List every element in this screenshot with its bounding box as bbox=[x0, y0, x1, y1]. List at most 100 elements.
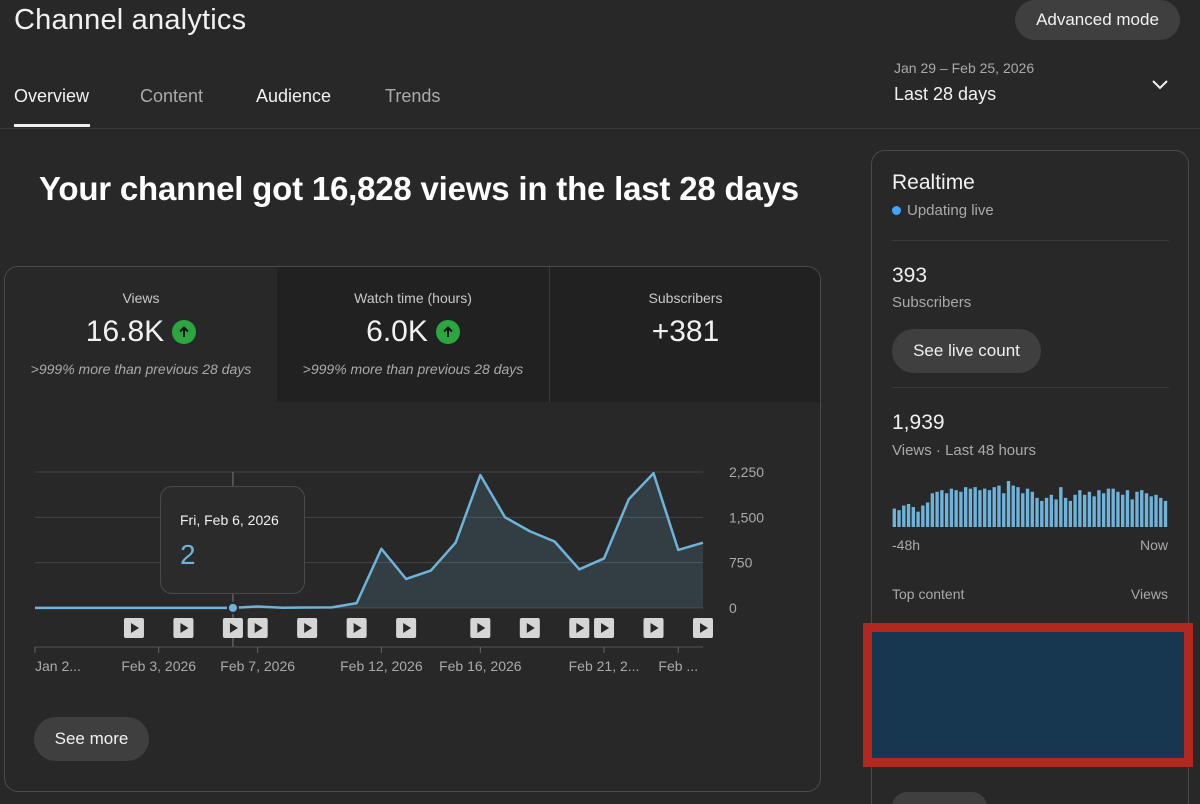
metric-views[interactable]: Views 16.8K >999% more than previous 28 … bbox=[5, 267, 277, 402]
realtime-bar bbox=[963, 487, 968, 527]
realtime-bar bbox=[1092, 496, 1096, 527]
realtime-bar bbox=[1116, 491, 1120, 527]
x-tick-label: Feb 12, 2026 bbox=[340, 658, 423, 674]
realtime-bar bbox=[916, 511, 920, 527]
y-tick-label: 750 bbox=[729, 555, 753, 571]
date-range-label: Last 28 days bbox=[894, 84, 997, 104]
video-marker-icon[interactable] bbox=[519, 618, 540, 638]
y-tick-label: 1,500 bbox=[729, 509, 764, 525]
realtime-bar bbox=[1063, 497, 1068, 527]
metric-comparison: >999% more than previous 28 days bbox=[302, 361, 524, 377]
metric-value-wrap: 16.8K bbox=[5, 315, 277, 349]
metric-value-wrap: +381 bbox=[550, 315, 820, 349]
x-tick-label: Feb ... bbox=[658, 658, 698, 674]
tab-content[interactable]: Content bbox=[140, 86, 204, 106]
realtime-bar bbox=[935, 491, 939, 527]
metric-value: 6.0K bbox=[366, 315, 428, 348]
advanced-mode-button[interactable]: Advanced mode bbox=[1015, 0, 1180, 40]
metric-label: Subscribers bbox=[648, 290, 723, 306]
realtime-bar bbox=[978, 490, 982, 527]
metric-subscribers[interactable]: Subscribers +381 bbox=[549, 267, 820, 402]
top-content-label: Top content bbox=[892, 586, 965, 602]
realtime-bar bbox=[1078, 490, 1082, 527]
metric-value: 16.8K bbox=[85, 315, 165, 348]
realtime-bar bbox=[892, 508, 896, 527]
realtime-bar bbox=[1106, 488, 1111, 527]
live-status-text: Updating live bbox=[907, 202, 994, 219]
realtime-bar bbox=[1125, 490, 1130, 527]
realtime-bar bbox=[959, 491, 963, 527]
x-tick-label: Feb 21, 2... bbox=[569, 658, 640, 674]
realtime-bar bbox=[906, 504, 911, 527]
metric-label: Watch time (hours) bbox=[354, 290, 472, 306]
x-tick-label: Jan 2... bbox=[35, 658, 81, 674]
realtime-bar bbox=[954, 490, 958, 527]
video-marker-icon[interactable] bbox=[173, 618, 194, 638]
realtime-subscribers-value: 393 bbox=[892, 264, 928, 287]
y-tick-label: 2,250 bbox=[729, 464, 764, 480]
tabs-divider bbox=[0, 128, 1200, 129]
realtime-bar bbox=[1016, 487, 1020, 527]
realtime-bar bbox=[897, 510, 901, 527]
video-marker-icon[interactable] bbox=[643, 618, 664, 638]
video-marker-icon[interactable] bbox=[222, 618, 243, 638]
views-line-chart[interactable]: 2,250 1,500 750 0 Jan 2... Feb 3, 2026 Feb 7, … bbox=[5, 402, 821, 702]
video-marker-icon[interactable] bbox=[247, 618, 268, 638]
video-marker-icon[interactable] bbox=[693, 618, 713, 638]
see-more-button[interactable]: See more bbox=[34, 717, 149, 761]
page-title: Channel analytics bbox=[14, 4, 247, 36]
realtime-title: Realtime bbox=[892, 171, 975, 194]
realtime-views-label: Views · Last 48 hours bbox=[892, 442, 1036, 459]
realtime-bar bbox=[1130, 499, 1134, 527]
realtime-bar bbox=[1073, 494, 1077, 527]
tab-trends[interactable]: Trends bbox=[385, 86, 441, 106]
chevron-down-icon[interactable] bbox=[1150, 74, 1170, 94]
realtime-bar bbox=[1035, 497, 1039, 527]
video-marker-icon[interactable] bbox=[297, 618, 318, 638]
see-live-count-button[interactable]: See live count bbox=[892, 329, 1041, 373]
chart-tooltip: Fri, Feb 6, 2026 2 bbox=[160, 486, 305, 594]
realtime-bar bbox=[1140, 490, 1144, 527]
redacted-content bbox=[863, 623, 1193, 767]
realtime-bar bbox=[1111, 488, 1115, 527]
metric-label: Views bbox=[122, 290, 160, 306]
video-marker-icon[interactable] bbox=[470, 618, 491, 638]
bars-axis-start: -48h bbox=[892, 537, 921, 553]
realtime-bar bbox=[1144, 493, 1149, 527]
realtime-bar bbox=[997, 485, 1001, 527]
video-marker-icon[interactable] bbox=[346, 618, 367, 638]
x-tick-label: Feb 16, 2026 bbox=[439, 658, 522, 674]
realtime-bar bbox=[1049, 494, 1053, 527]
tooltip-value: 2 bbox=[180, 539, 196, 570]
realtime-bar bbox=[1082, 494, 1087, 527]
realtime-bar bbox=[902, 505, 906, 527]
x-tick-label: Feb 7, 2026 bbox=[220, 658, 295, 674]
date-range-selector[interactable]: Jan 29 – Feb 25, 2026 Last 28 days bbox=[894, 60, 1194, 110]
metric-comparison: >999% more than previous 28 days bbox=[30, 361, 252, 377]
tab-audience[interactable]: Audience bbox=[256, 86, 332, 106]
arrow-up-icon bbox=[435, 320, 460, 344]
active-tab-indicator bbox=[14, 124, 90, 127]
video-marker-icon[interactable] bbox=[396, 618, 417, 638]
realtime-bar bbox=[1068, 500, 1073, 527]
realtime-bar bbox=[1135, 491, 1139, 527]
x-tick-label: Feb 3, 2026 bbox=[121, 658, 196, 674]
realtime-bar bbox=[1030, 491, 1034, 527]
realtime-bar bbox=[940, 490, 944, 527]
realtime-bar bbox=[1121, 494, 1125, 527]
realtime-bar-chart[interactable] bbox=[892, 481, 1168, 527]
video-marker-icon[interactable] bbox=[569, 618, 590, 638]
metric-watch-time[interactable]: Watch time (hours) 6.0K >999% more than … bbox=[277, 267, 549, 402]
date-range-dates: Jan 29 – Feb 25, 2026 bbox=[894, 60, 1035, 76]
realtime-card: Realtime Updating live 393 Subscribers S… bbox=[871, 150, 1189, 804]
realtime-bar bbox=[968, 488, 973, 527]
realtime-bar bbox=[1025, 488, 1030, 527]
realtime-bar bbox=[925, 502, 930, 527]
bottom-button[interactable] bbox=[892, 792, 987, 804]
top-content-views-label: Views bbox=[1130, 586, 1168, 602]
tab-overview[interactable]: Overview bbox=[14, 86, 90, 106]
realtime-bar bbox=[1006, 481, 1011, 527]
video-marker-icon[interactable] bbox=[594, 618, 615, 638]
video-marker-icon[interactable] bbox=[123, 618, 144, 638]
realtime-views-value: 1,939 bbox=[892, 411, 945, 434]
